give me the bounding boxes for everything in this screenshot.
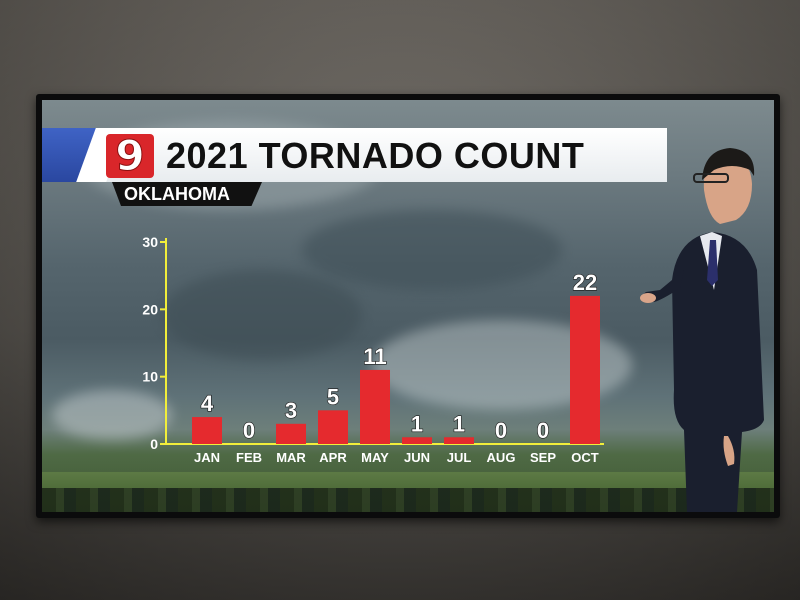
channel-logo: 9 xyxy=(106,133,154,178)
bar-jul xyxy=(444,437,474,444)
chart-subtitle: OKLAHOMA xyxy=(124,184,230,204)
data-label-feb: 0 xyxy=(243,418,255,443)
data-label-sep: 0 xyxy=(537,418,549,443)
y-tick-label: 0 xyxy=(150,436,158,452)
bar-jun xyxy=(402,437,432,444)
data-label-oct: 22 xyxy=(573,270,597,295)
x-tick-label-may: MAY xyxy=(361,450,389,465)
meteorologist xyxy=(640,148,764,512)
data-label-jul: 1 xyxy=(453,411,465,436)
x-tick-label-jan: JAN xyxy=(194,450,220,465)
bar-chart: 0 10 20 30 4 JAN 0 FEB 3 MAR 5 APR 11 MAY 1 JUN 1 JUL 0 AUG… xyxy=(142,234,604,465)
data-label-mar: 3 xyxy=(285,398,297,423)
tv-screen: 9 2021 TORNADO COUNT OKLAHOMA 0 10 20 30 4 JA… xyxy=(42,100,774,512)
y-tick-label: 30 xyxy=(142,234,158,250)
x-tick-label-jul: JUL xyxy=(447,450,472,465)
data-label-aug: 0 xyxy=(495,418,507,443)
data-label-jan: 4 xyxy=(201,391,214,416)
x-tick-label-apr: APR xyxy=(319,450,347,465)
chart-title: 2021 TORNADO COUNT xyxy=(166,135,585,176)
bar-may xyxy=(360,369,390,444)
landscape-trees xyxy=(42,488,774,512)
data-label-jun: 1 xyxy=(411,411,423,436)
x-tick-label-sep: SEP xyxy=(530,450,556,465)
x-tick-label-aug: AUG xyxy=(487,450,516,465)
x-tick-label-oct: OCT xyxy=(571,450,599,465)
data-label-may: 11 xyxy=(363,344,386,369)
x-tick-label-jun: JUN xyxy=(404,450,430,465)
bar-jan xyxy=(192,417,222,444)
x-tick-label-feb: FEB xyxy=(236,450,262,465)
x-tick-label-mar: MAR xyxy=(276,450,306,465)
bar-oct xyxy=(570,295,600,444)
bar-apr xyxy=(318,410,348,444)
subtitle-banner xyxy=(112,182,262,206)
data-label-apr: 5 xyxy=(327,384,339,409)
y-tick-label: 20 xyxy=(142,301,158,317)
bar-mar xyxy=(276,423,306,444)
y-tick-label: 10 xyxy=(142,369,158,385)
